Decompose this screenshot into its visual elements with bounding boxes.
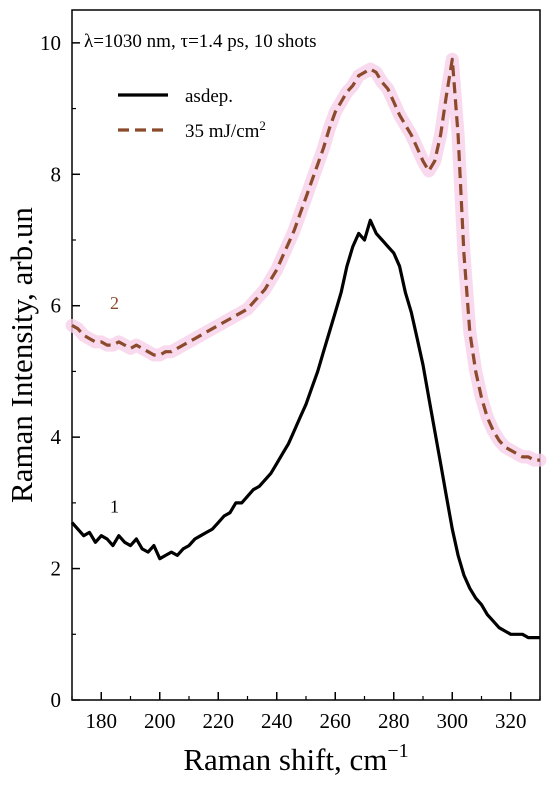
curve-label-2: 2 (110, 293, 119, 313)
y-tick-label: 0 (51, 688, 62, 712)
series-layer (65, 52, 547, 640)
series-line-asdep (70, 218, 540, 640)
chart-annotation: λ=1030 nm, τ=1.4 ps, 10 shots (84, 31, 317, 52)
legend-label-35mj-sup: 2 (259, 118, 266, 133)
x-tick-label: 180 (86, 709, 118, 733)
x-tick-label: 260 (320, 709, 352, 733)
legend-label-asdep: asdep. (185, 86, 233, 107)
legend: asdep. 35 mJ/cm2 (118, 86, 266, 142)
y-tick-label: 8 (51, 162, 62, 186)
series-line-35mj (71, 57, 540, 462)
y-tick-label: 4 (51, 425, 62, 449)
y-axis-title: Raman Intensity, arb.un (4, 207, 39, 503)
y-axis-ticks: 0 2 4 6 8 10 (40, 31, 80, 712)
x-tick-label: 200 (144, 709, 176, 733)
x-tick-label: 220 (203, 709, 235, 733)
x-tick-label: 320 (495, 709, 527, 733)
x-axis-title-main: Raman shift, cm (183, 742, 387, 777)
curve-label-1: 1 (110, 497, 119, 517)
y-tick-label: 6 (51, 294, 62, 318)
x-axis-ticks: 180 200 220 240 260 280 300 320 (71, 692, 541, 733)
legend-label-35mj-main: 35 mJ/cm (185, 121, 260, 142)
y-tick-label: 10 (40, 31, 61, 55)
x-axis-title: Raman shift, cm−1 (183, 740, 408, 777)
x-tick-label: 300 (437, 709, 469, 733)
x-tick-label: 240 (261, 709, 293, 733)
x-axis-title-sup: −1 (387, 740, 408, 762)
y-tick-label: 2 (51, 557, 62, 581)
legend-label-35mj: 35 mJ/cm2 (185, 118, 266, 142)
x-tick-label: 280 (378, 709, 410, 733)
